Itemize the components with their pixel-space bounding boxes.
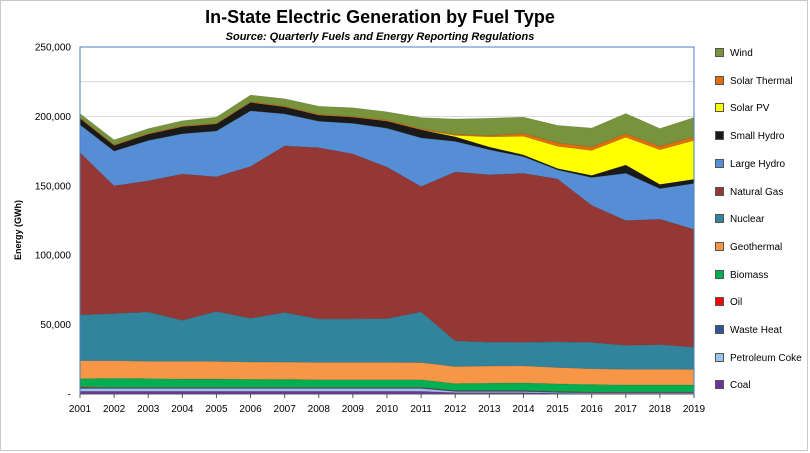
legend-label: Large Hydro xyxy=(730,158,786,170)
x-tick-label: 2012 xyxy=(444,404,467,415)
y-tick-label: 200,000 xyxy=(35,112,72,123)
x-tick-label: 2009 xyxy=(342,404,365,415)
x-tick-label: 2017 xyxy=(615,404,638,415)
legend-item-natural-gas: Natural Gas xyxy=(715,186,784,201)
legend-swatch xyxy=(715,325,724,334)
legend-label: Small Hydro xyxy=(730,131,785,143)
x-tick-label: 2018 xyxy=(649,404,672,415)
legend-label: Nuclear xyxy=(730,214,765,226)
x-tick-label: 2007 xyxy=(274,404,297,415)
y-tick-label: 250,000 xyxy=(35,43,72,54)
legend-swatch xyxy=(715,269,724,279)
legend-item-nuclear: Nuclear xyxy=(715,214,764,228)
legend-swatch xyxy=(715,380,724,390)
legend-swatch xyxy=(715,214,724,224)
legend-label: Solar PV xyxy=(730,103,770,115)
x-tick-label: 2013 xyxy=(478,404,501,415)
legend-item-coal: Coal xyxy=(715,380,751,394)
x-tick-label: 2011 xyxy=(410,404,432,415)
y-tick-label: 150,000 xyxy=(35,181,72,192)
legend-swatch xyxy=(715,352,724,362)
legend-item-wind: Wind xyxy=(715,48,753,62)
legend-label: Solar Thermal xyxy=(730,75,793,87)
legend-item-petroleum-coke: Petroleum Coke xyxy=(715,352,802,367)
legend-label: Wind xyxy=(730,48,753,59)
legend-item-geothermal: Geothermal xyxy=(715,241,783,256)
legend-swatch xyxy=(715,297,724,307)
legend-swatch xyxy=(715,131,724,141)
x-tick-label: 2003 xyxy=(137,404,160,415)
x-tick-label: 2019 xyxy=(683,404,706,415)
legend-item-biomass: Biomass xyxy=(715,269,769,284)
y-tick-label: - xyxy=(68,390,71,401)
x-tick-label: 2016 xyxy=(581,404,604,415)
legend-swatch xyxy=(715,75,724,85)
x-tick-label: 2006 xyxy=(239,404,262,415)
legend-label: Coal xyxy=(730,380,751,392)
x-tick-label: 2004 xyxy=(171,404,194,415)
legend-item-oil: Oil xyxy=(715,297,742,311)
legend-label: Natural Gas xyxy=(730,186,784,198)
x-tick-label: 2010 xyxy=(376,404,399,415)
x-tick-label: 2015 xyxy=(546,404,569,415)
legend-label: Biomass xyxy=(730,269,769,281)
legend-label: Oil xyxy=(730,297,743,309)
x-tick-label: 2008 xyxy=(308,404,331,415)
chart-title: In-State Electric Generation by Fuel Typ… xyxy=(205,7,555,27)
legend-item-waste-heat: Waste Heat xyxy=(715,325,782,339)
legend-item-solar-pv: Solar PV xyxy=(715,103,769,117)
legend-swatch xyxy=(715,241,724,251)
legend-label: Waste Heat xyxy=(730,325,782,336)
legend-swatch xyxy=(715,186,724,196)
legend-label: Geothermal xyxy=(730,241,783,253)
legend-item-large-hydro: Large Hydro xyxy=(715,158,786,173)
y-tick-label: 50,000 xyxy=(40,320,71,331)
chart-subtitle: Source: Quarterly Fuels and Energy Repor… xyxy=(225,31,535,43)
x-tick-label: 2001 xyxy=(69,404,92,415)
legend-swatch xyxy=(715,158,724,168)
x-tick-label: 2005 xyxy=(205,404,228,415)
legend-item-solar-thermal: Solar Thermal xyxy=(715,75,793,90)
x-tick-label: 2014 xyxy=(512,404,535,415)
y-tick-label: 100,000 xyxy=(35,251,72,262)
legend-item-small-hydro: Small Hydro xyxy=(715,131,784,145)
legend-swatch xyxy=(715,103,724,113)
legend-swatch xyxy=(715,48,724,57)
legend-label: Petroleum Coke xyxy=(730,352,802,364)
x-tick-label: 2002 xyxy=(103,404,126,415)
